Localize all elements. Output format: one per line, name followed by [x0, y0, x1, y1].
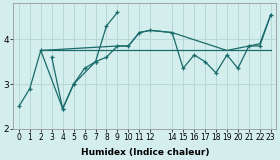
X-axis label: Humidex (Indice chaleur): Humidex (Indice chaleur)	[81, 148, 209, 156]
